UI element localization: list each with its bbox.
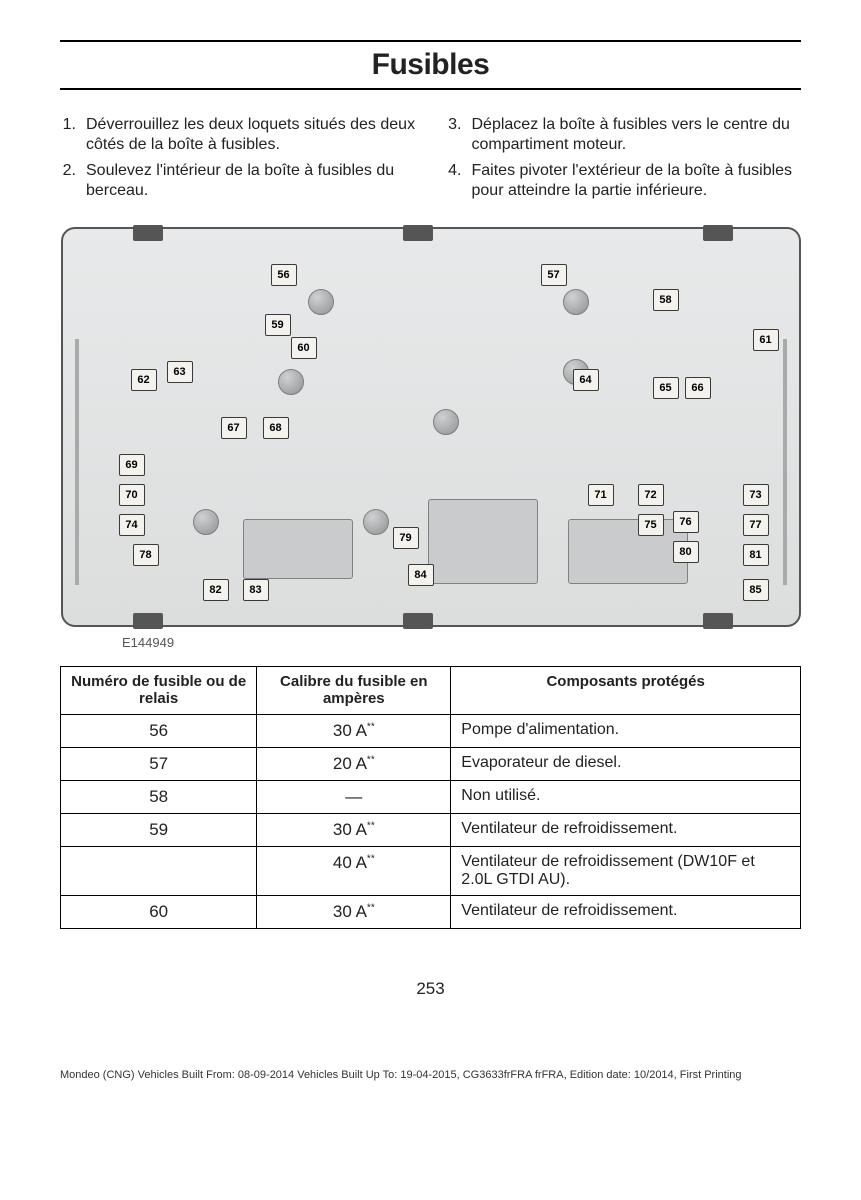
fuse-57: 57 [541,264,567,286]
fuse-72: 72 [638,484,664,506]
table-header: Numéro de fusible ou de relais [61,667,257,715]
table-row: 6030 A**Ventilateur de refroidissement. [61,895,801,928]
fuse-74: 74 [119,514,145,536]
instructions: 1.Déverrouillez les deux loquets situés … [60,115,801,207]
fuse-79: 79 [393,527,419,549]
fuse-84: 84 [408,564,434,586]
table-header: Calibre du fusible en ampères [257,667,451,715]
table-header: Composants protégés [451,667,801,715]
fuse-66: 66 [685,377,711,399]
fuse-63: 63 [167,361,193,383]
fuse-83: 83 [243,579,269,601]
fuse-69: 69 [119,454,145,476]
fuse-76: 76 [673,511,699,533]
instruction-item: 4.Faites pivoter l'extérieur de la boîte… [446,161,802,201]
table-row: 5930 A**Ventilateur de refroidissement. [61,813,801,846]
instruction-item: 2.Soulevez l'intérieur de la boîte à fus… [60,161,416,201]
fuse-70: 70 [119,484,145,506]
fuse-diagram: 56 57 58 5960 61 62 63 64 65 66 67 68 69 70 71 72 73 74 75… [60,227,801,627]
fuse-table: Numéro de fusible ou de relaisCalibre du… [60,666,801,929]
fuse-67: 67 [221,417,247,439]
fuse-65: 65 [653,377,679,399]
fuse-80: 80 [673,541,699,563]
page-number: 253 [60,979,801,999]
fuse-71: 71 [588,484,614,506]
fuse-78: 78 [133,544,159,566]
table-row: 5720 A**Evaporateur de diesel. [61,747,801,780]
fuse-61: 61 [753,329,779,351]
footer-text: Mondeo (CNG) Vehicles Built From: 08-09-… [0,1069,861,1101]
fuse-60: 60 [291,337,317,359]
fuse-85: 85 [743,579,769,601]
fuse-59: 59 [265,314,291,336]
fuse-77: 77 [743,514,769,536]
fuse-75: 75 [638,514,664,536]
table-row: 40 A**Ventilateur de refroidissement (DW… [61,846,801,895]
instruction-item: 1.Déverrouillez les deux loquets situés … [60,115,416,155]
fuse-68: 68 [263,417,289,439]
diagram-label: E144949 [122,635,801,650]
fuse-82: 82 [203,579,229,601]
page-title: Fusibles [60,40,801,90]
table-row: 58—Non utilisé. [61,780,801,813]
instruction-item: 3.Déplacez la boîte à fusibles vers le c… [446,115,802,155]
fuse-62: 62 [131,369,157,391]
table-row: 5630 A**Pompe d'alimentation. [61,714,801,747]
fuse-64: 64 [573,369,599,391]
fuse-56: 56 [271,264,297,286]
fuse-58: 58 [653,289,679,311]
fuse-81: 81 [743,544,769,566]
fuse-73: 73 [743,484,769,506]
